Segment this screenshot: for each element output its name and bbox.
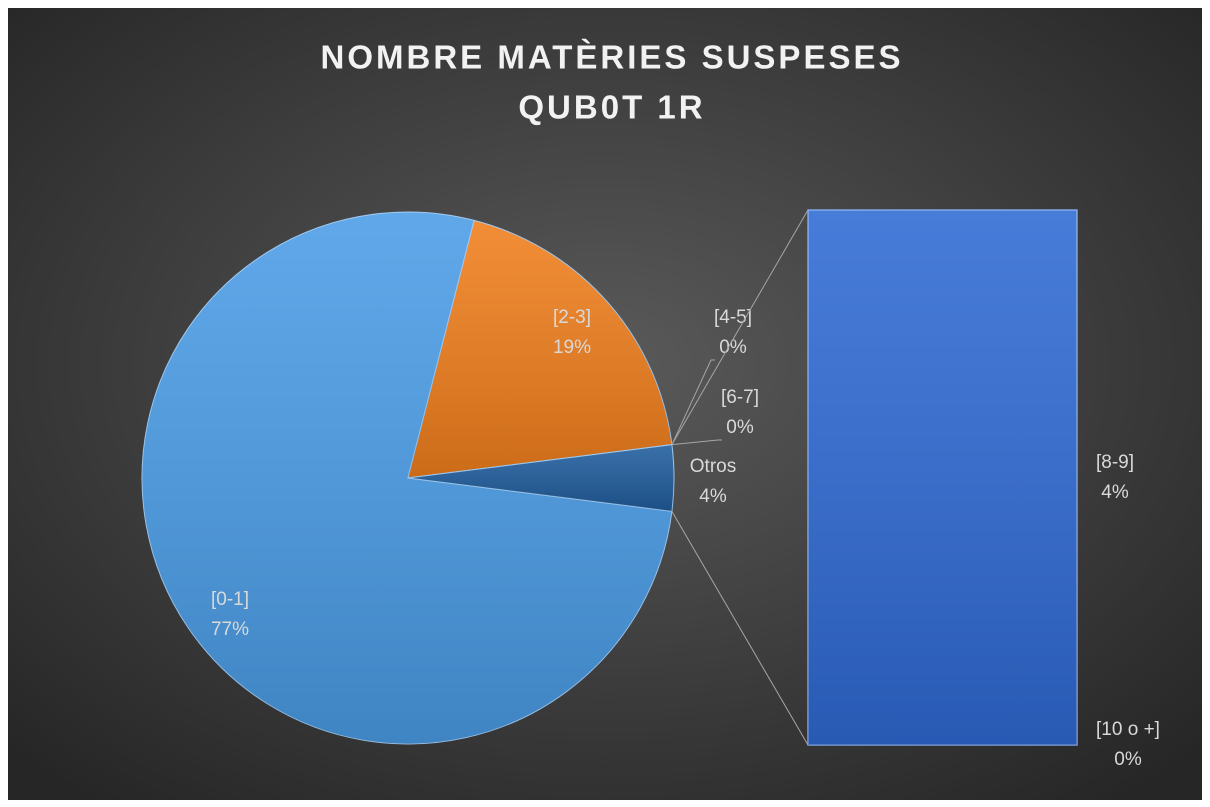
- bar-segment-shade: [808, 210, 1077, 745]
- leader-line: [671, 359, 715, 445]
- data-label-value: 19%: [553, 337, 591, 358]
- pie-slice-shade: [408, 220, 672, 478]
- data-label-category: [0-1]: [211, 589, 249, 610]
- data-label-value: 0%: [726, 417, 754, 438]
- data-label-value: 0%: [719, 337, 747, 358]
- plot: [0-1] 77% [2-3] 19% [4-5] 0% [6-7] 0% Otros 4% [8-…: [141, 209, 1160, 770]
- connector-line: [671, 209, 809, 445]
- leader-line: [671, 439, 722, 446]
- data-label-category: [10 o +]: [1096, 719, 1160, 740]
- pie-slice-shade: [142, 211, 672, 745]
- connector-line: [671, 511, 809, 746]
- data-label-category: [2-3]: [553, 307, 591, 328]
- data-label-category: [4-5]: [714, 307, 752, 328]
- data-label-value: 0%: [1114, 749, 1142, 770]
- chart-subtitle: QUB0T 1R: [518, 89, 705, 126]
- pie-slice-shade: [408, 444, 675, 512]
- data-label-value: 4%: [699, 486, 727, 507]
- data-label-category: [8-9]: [1096, 452, 1134, 473]
- data-label-category: Otros: [690, 456, 736, 477]
- data-label-category: [6-7]: [721, 387, 759, 408]
- data-label-value: 4%: [1101, 482, 1129, 503]
- chart-title: NOMBRE MATÈRIES SUSPESES: [321, 39, 904, 76]
- data-label-value: 77%: [211, 619, 249, 640]
